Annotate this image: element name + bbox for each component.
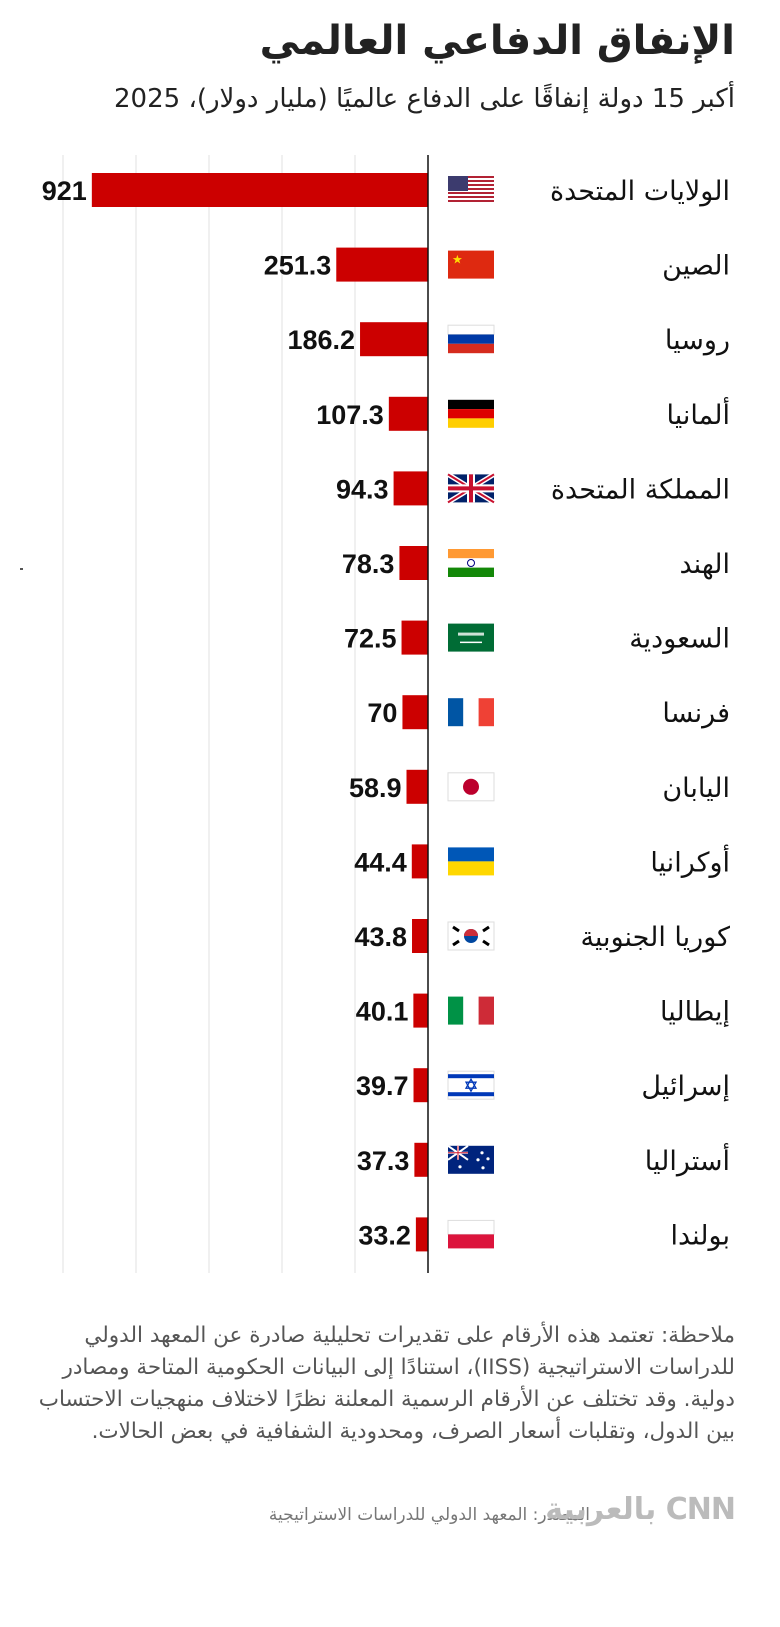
category-label: فرنسا [662,698,730,729]
value-label: 107.3 [316,400,384,430]
category-label: ألمانيا [667,396,730,431]
china-flag-icon: ★ [448,250,494,279]
bar [401,620,428,655]
bar-row: 39.7 إسرائيل [356,1068,730,1103]
bar [413,1068,428,1103]
bar-row: 78.3 الهند [342,546,730,580]
bar [388,396,428,431]
saudi-flag-icon [448,623,494,652]
south-korea-flag-icon [447,921,495,951]
category-label: كوريا الجنوبية [580,922,730,953]
value-label: 58.9 [349,773,402,803]
chart-note: ملاحظة: تعتمد هذه الأرقام على تقديرات تح… [38,1323,735,1444]
value-label: 44.4 [354,847,407,877]
ukraine-flag-icon [448,847,494,876]
chart-title: الإنفاق الدفاعي العالمي [259,18,735,64]
poland-flag-icon [447,1219,495,1249]
category-label: إيطاليا [660,997,730,1028]
cnn-arabic-logo: CNN بالعربية [545,1492,736,1527]
value-label: 43.8 [354,922,407,952]
bar [360,322,428,357]
russia-flag-icon [447,324,495,354]
bar-row: 44.4 أوكرانيا [354,843,730,879]
value-label: 921 [42,176,87,206]
value-label: 37.3 [357,1146,410,1176]
category-label: روسيا [665,325,730,356]
bar [413,993,428,1028]
bar [402,695,428,730]
bar-row: 94.3 المملكة المتحدة [336,471,730,506]
category-label: السعودية [629,624,730,655]
bar-row: 70 فرنسا [367,695,730,730]
bar-row: 58.9 اليابان [349,769,730,804]
uk-flag-icon [446,472,496,505]
bar-row: 37.3 أستراليا [357,1142,730,1177]
india-flag-icon [448,549,494,577]
bar [412,919,428,953]
bar-row: 33.2 بولندا [358,1217,730,1252]
value-label: 70 [367,698,397,728]
bar [414,1142,428,1177]
value-label: 39.7 [356,1071,409,1101]
value-label: 94.3 [336,474,389,504]
bar [411,844,428,879]
category-label: الولايات المتحدة [550,176,730,207]
france-flag-icon [448,698,494,727]
value-label: 40.1 [356,997,409,1027]
israel-flag-icon [447,1070,495,1100]
bar-row: 40.1 إيطاليا [356,993,730,1028]
value-label: 251.3 [264,251,332,281]
category-label: الصين [662,251,730,282]
australia-flag-icon [447,1144,494,1174]
italy-flag-icon [448,996,494,1025]
category-label: إسرائيل [641,1071,730,1102]
category-label: أستراليا [645,1142,730,1177]
category-label: بولندا [670,1220,730,1251]
bar-row: 72.5 السعودية [344,620,730,655]
bar [91,173,429,207]
category-label: اليابان [662,773,730,804]
svg-text:★: ★ [452,253,463,267]
bar-row: 186.2 روسيا [287,322,730,357]
category-label: الهند [680,549,731,580]
value-label: 78.3 [342,549,395,579]
bar-row: 251.3 ★ الصين [264,247,730,282]
stray-mark [20,568,23,570]
germany-flag-icon [448,399,494,428]
value-label: 33.2 [358,1220,411,1250]
bar [399,546,428,580]
bar-row: 107.3 ألمانيا [316,396,730,431]
bar [336,247,428,282]
bar-row: 921 الولايات المتحدة [42,173,730,207]
japan-flag-icon [447,772,495,802]
us-flag-icon [448,176,494,202]
bar [406,769,428,804]
value-label: 186.2 [287,325,355,355]
chart-source: المصدر: المعهد الدولي للدراسات الاستراتي… [268,1505,590,1525]
bar [415,1217,428,1252]
bar [393,471,428,506]
category-label: المملكة المتحدة [551,474,730,505]
category-label: أوكرانيا [650,843,730,878]
bar-row: 43.8 كوريا الجنوبية [354,919,730,953]
chart-subtitle: أكبر 15 دولة إنفاقًا على الدفاع عالميًا … [114,84,735,114]
value-label: 72.5 [344,624,397,654]
bar-chart: 921 الولايات المتحدة 251.3 ★ الصين 186.2 روسيا… [42,155,730,1273]
